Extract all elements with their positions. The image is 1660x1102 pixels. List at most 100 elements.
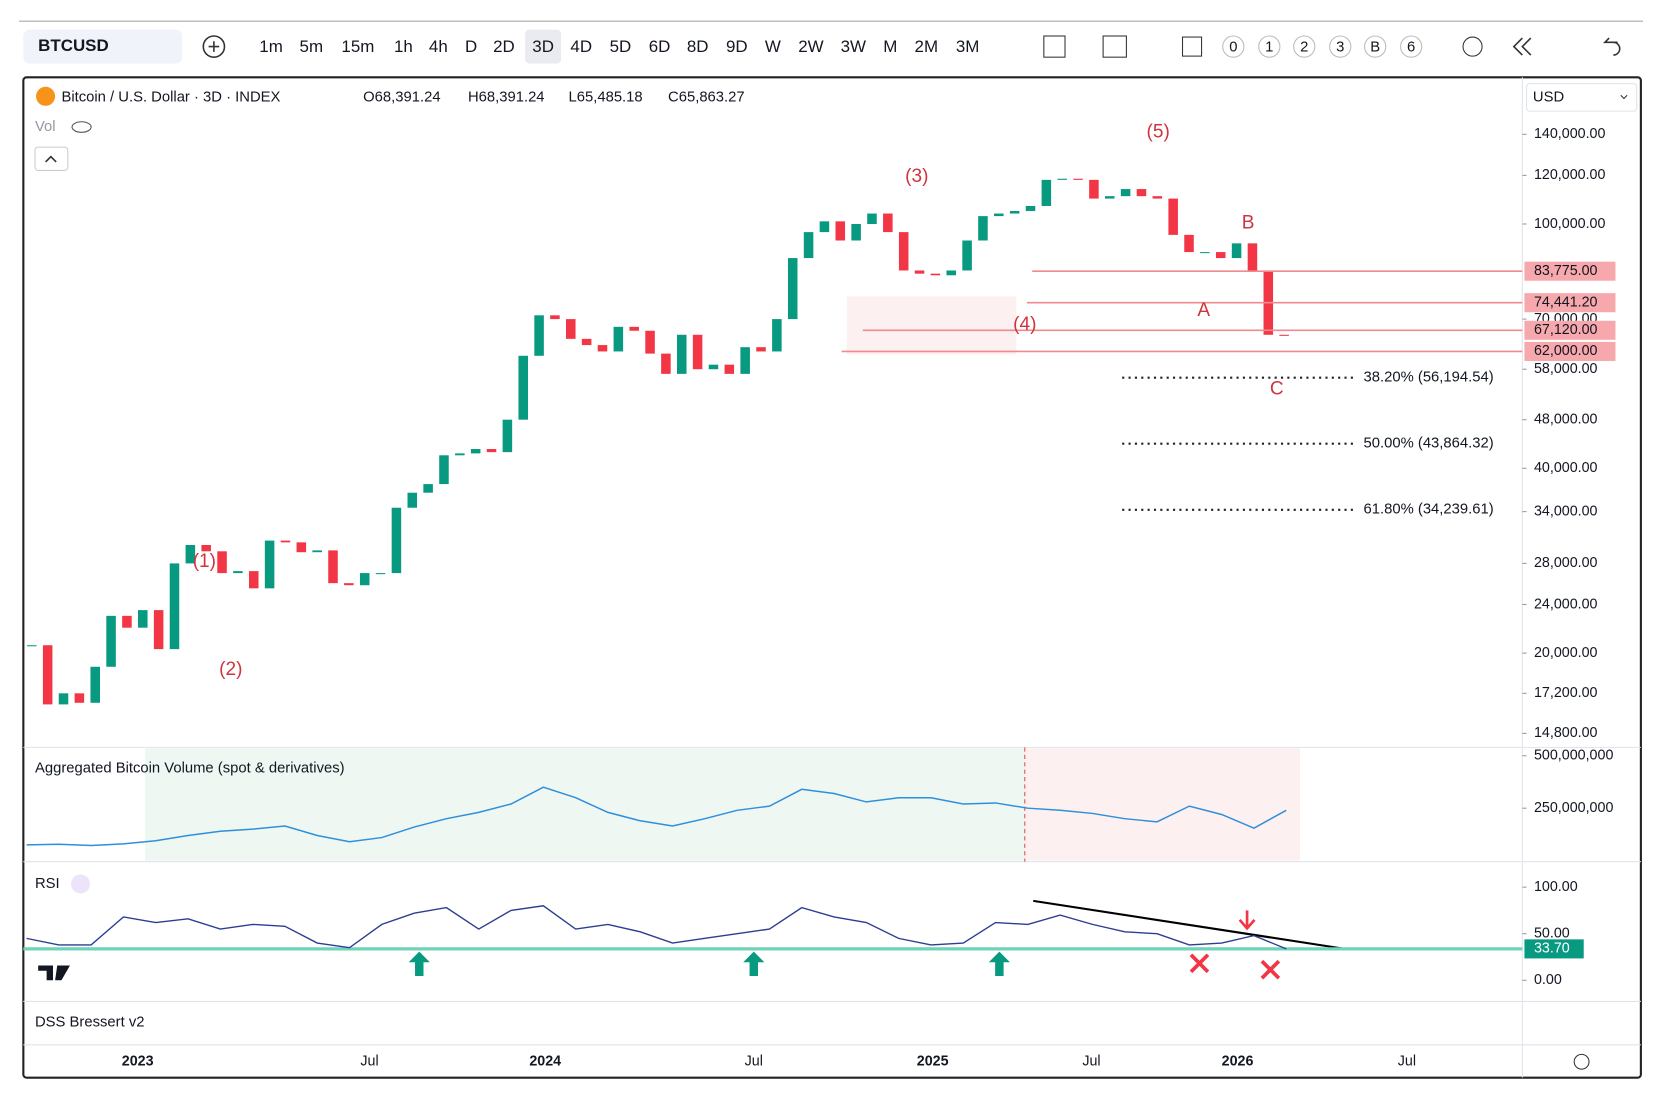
- currency-caret: [1620, 94, 1628, 100]
- interval[interactable]: W: [765, 37, 781, 56]
- candle: [359, 573, 370, 586]
- candle: [439, 455, 449, 485]
- counter[interactable]: 1: [1265, 40, 1273, 56]
- candle: [328, 550, 338, 584]
- counter[interactable]: 0: [1229, 40, 1237, 56]
- candle: [534, 315, 544, 356]
- interval[interactable]: 15m: [341, 37, 374, 56]
- interval[interactable]: 6D: [649, 37, 671, 56]
- interval[interactable]: 2W: [798, 37, 823, 56]
- interval[interactable]: 8D: [687, 37, 709, 56]
- interval[interactable]: 4D: [570, 37, 592, 56]
- interval[interactable]: 3W: [841, 37, 866, 56]
- counter[interactable]: 2: [1300, 40, 1308, 56]
- candle: [423, 484, 433, 493]
- candle: [724, 364, 735, 374]
- candle: [391, 507, 402, 574]
- candle: [502, 419, 513, 453]
- interval[interactable]: 5m: [300, 37, 324, 56]
- candle: [1041, 179, 1052, 206]
- candle: [1279, 334, 1289, 336]
- candle-type-button[interactable]: [1043, 35, 1066, 58]
- interval[interactable]: M: [883, 37, 897, 56]
- candle: [756, 347, 766, 352]
- rsi-tick-label: 0.00: [1534, 972, 1562, 988]
- candle: [1152, 196, 1163, 199]
- counter-button[interactable]: [1222, 35, 1245, 58]
- candle: [90, 666, 100, 703]
- collapse-icon: [45, 155, 57, 163]
- interval[interactable]: 4h: [429, 37, 448, 56]
- rsi-current-label: 33.70: [1534, 941, 1570, 957]
- x-axis-label: Jul: [745, 1054, 763, 1070]
- candle: [74, 693, 85, 703]
- interval[interactable]: 2M: [915, 37, 939, 56]
- interval[interactable]: 9D: [726, 37, 748, 56]
- counter[interactable]: B: [1370, 40, 1380, 56]
- candle: [692, 334, 703, 370]
- candle: [1073, 178, 1083, 180]
- candle: [486, 449, 497, 453]
- counter-button[interactable]: [1400, 35, 1423, 58]
- undo-button[interactable]: [1602, 37, 1621, 56]
- x-axis-label: 2026: [1222, 1054, 1254, 1070]
- candle: [661, 353, 671, 374]
- collapse-button[interactable]: [34, 146, 69, 171]
- candle: [613, 326, 624, 352]
- currency-select[interactable]: [1526, 83, 1638, 112]
- interval[interactable]: 3M: [956, 37, 980, 56]
- candle: [645, 330, 655, 354]
- layout-button[interactable]: [1181, 36, 1203, 57]
- candle: [835, 221, 846, 241]
- symbol-box[interactable]: [23, 29, 183, 64]
- rsi-down-arrow: [1238, 910, 1256, 931]
- interval[interactable]: 5D: [610, 37, 632, 56]
- candle: [407, 492, 418, 508]
- currency[interactable]: USD: [1533, 89, 1564, 105]
- x-axis-label: 2023: [122, 1054, 154, 1070]
- wave-label: (1): [193, 551, 216, 572]
- candle: [819, 221, 830, 233]
- counter[interactable]: 6: [1407, 40, 1415, 56]
- candle: [169, 563, 180, 650]
- ohlc-value: O68,391.24: [363, 89, 440, 105]
- settings-button[interactable]: [1573, 1053, 1590, 1070]
- price-tick-label: 40,000.00: [1534, 460, 1598, 476]
- candle: [296, 542, 307, 553]
- candle: [1057, 178, 1067, 180]
- level-label: 74,441.20: [1534, 294, 1598, 310]
- candle: [883, 213, 893, 233]
- counter-button[interactable]: [1329, 35, 1352, 58]
- interval[interactable]: 1m: [259, 37, 283, 56]
- rsi-sync-icon[interactable]: [70, 874, 91, 894]
- tv-logo: [38, 965, 70, 981]
- level-badge: [1524, 261, 1616, 281]
- counter-button[interactable]: [1364, 35, 1387, 58]
- price-tick-label: 28,000.00: [1534, 555, 1598, 571]
- counter[interactable]: 3: [1336, 40, 1344, 56]
- ohlc-value: C65,863.27: [668, 89, 745, 105]
- add-button[interactable]: [202, 35, 226, 58]
- counter-button[interactable]: [1293, 35, 1316, 58]
- level-badge: [1524, 341, 1616, 361]
- indicators-button[interactable]: [1102, 35, 1127, 58]
- candle: [1200, 252, 1210, 254]
- x-axis-label: Jul: [1082, 1054, 1100, 1070]
- interval[interactable]: D: [465, 37, 477, 56]
- symbol[interactable]: BTCUSD: [38, 36, 109, 55]
- candle: [470, 449, 481, 454]
- hide-icon[interactable]: [71, 121, 92, 133]
- counter-button[interactable]: [1258, 35, 1281, 58]
- price-tick-label: 48,000.00: [1534, 411, 1598, 427]
- candle: [201, 545, 211, 552]
- candle: [629, 326, 639, 331]
- replay-button[interactable]: [1512, 37, 1532, 56]
- interval[interactable]: 2D: [493, 37, 515, 56]
- interval[interactable]: 3D: [532, 37, 554, 56]
- alert-button[interactable]: [1462, 36, 1483, 57]
- wave-label: A: [1197, 300, 1210, 321]
- interval[interactable]: 1h: [394, 37, 413, 56]
- candle: [1120, 189, 1131, 197]
